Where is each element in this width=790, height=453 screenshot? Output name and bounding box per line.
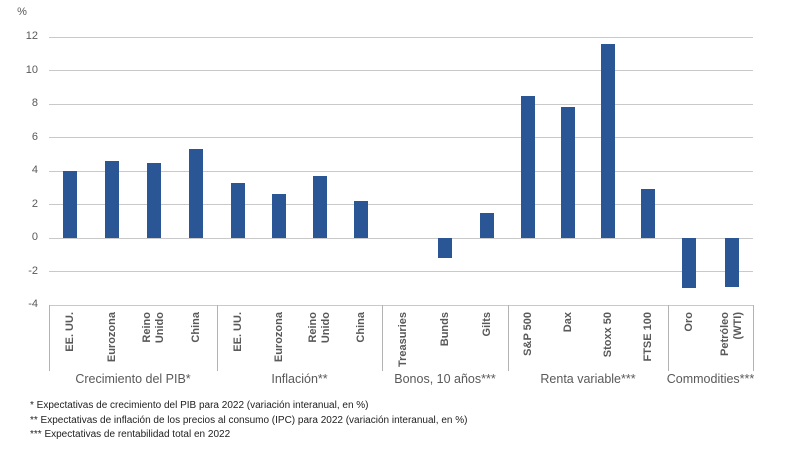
x-axis-label-line: Unido <box>154 312 166 344</box>
x-axis-label-eurozona: Eurozona <box>97 312 127 372</box>
gridline <box>49 36 753 38</box>
bar-gilts <box>480 212 494 238</box>
x-axis-label-line: Treasuries <box>396 312 409 368</box>
bar-china <box>189 149 203 238</box>
x-axis-label-ee-uu: EE. UU. <box>223 312 253 372</box>
y-axis-tick-label: -4 <box>28 298 38 310</box>
x-axis-label-reino-unido: Reino Unido <box>305 312 335 372</box>
x-axis-label-line: Eurozona <box>272 312 285 363</box>
y-axis-tick-label: 8 <box>31 97 38 109</box>
x-axis-label-line: FTSE 100 <box>641 312 654 362</box>
group-separator <box>752 305 754 371</box>
x-axis-label-ee-uu: EE. UU. <box>55 312 85 372</box>
y-axis-tick-label: 6 <box>31 130 38 143</box>
bar-oro <box>682 238 697 289</box>
group-label-bonos-10-a-os: Bonos, 10 años*** <box>394 372 496 386</box>
y-axis-tick-label: 10 <box>25 63 38 76</box>
x-axis-label-treasuries: Treasuries <box>388 312 418 372</box>
x-axis-label-line: EE. UU. <box>231 312 244 352</box>
x-axis-label-line: Eurozona <box>105 312 118 363</box>
gridline <box>49 103 753 105</box>
bar-s-p-500 <box>521 95 535 238</box>
group-separator <box>507 305 509 371</box>
x-axis-label-line: Petróleo <box>718 312 731 357</box>
group-separator <box>667 305 669 371</box>
bar-bunds <box>438 238 452 259</box>
x-axis-label-line: Gilts <box>480 312 493 337</box>
gridline <box>49 170 753 172</box>
x-axis-label-oro: Oro <box>674 312 704 372</box>
footnote-total-return: *** Expectativas de rentabilidad total e… <box>30 429 231 440</box>
x-axis-label-bunds: Bunds <box>430 312 460 372</box>
footnotes: * Expectativas de crecimiento del PIB pa… <box>30 399 467 443</box>
bar-eurozona <box>271 194 286 238</box>
bar-dax <box>561 107 575 238</box>
group-label-crecimiento-del-pib: Crecimiento del PIB* <box>75 372 191 386</box>
x-axis-label-line: Oro <box>682 312 695 332</box>
x-axis-label-petr-leo-wti: Petróleo (WTI) <box>717 312 747 372</box>
gridline <box>49 70 753 71</box>
x-axis-label-s-p-500: S&P 500 <box>513 312 543 372</box>
y-axis-unit-label: % <box>17 6 27 18</box>
x-axis-label-reino-unido: Reino Unido <box>139 312 169 372</box>
bar-reino-unido <box>147 162 161 238</box>
gridline <box>49 304 753 306</box>
x-axis-label-ftse-100: FTSE 100 <box>633 312 663 372</box>
bar-ee-uu <box>230 182 245 238</box>
x-axis-label-dax: Dax <box>553 312 583 372</box>
x-axis-label-china: China <box>181 312 211 372</box>
x-axis-label-line: EE. UU. <box>63 312 76 352</box>
y-axis-tick-label: 2 <box>31 197 38 210</box>
gridline <box>49 271 753 272</box>
footnote-inflation: ** Expectativas de inflación de los prec… <box>30 414 468 426</box>
y-axis-tick-label: 4 <box>31 164 38 176</box>
x-axis-label-line: (WTI) <box>731 312 744 340</box>
x-axis-label-line: Stoxx 50 <box>601 312 614 358</box>
x-axis-label-china: China <box>346 312 376 372</box>
gridline <box>49 204 753 205</box>
footnote-gdp: * Expectativas de crecimiento del PIB pa… <box>30 400 369 411</box>
bar-petr-leo-wti <box>724 238 739 287</box>
gridline <box>49 237 753 239</box>
group-label-renta-variable: Renta variable*** <box>540 372 636 386</box>
x-axis-label-gilts: Gilts <box>472 312 502 372</box>
x-axis-label-line: Reino <box>307 312 320 343</box>
x-axis-label-line: S&P 500 <box>521 312 534 356</box>
x-axis-label-line: China <box>354 312 367 343</box>
x-axis-label-line: Dax <box>561 312 574 333</box>
group-separator <box>48 305 50 371</box>
x-axis-label-stoxx-50: Stoxx 50 <box>593 312 623 372</box>
group-separator <box>216 305 218 371</box>
x-axis-label-line: China <box>189 312 202 343</box>
y-axis-tick-label: 12 <box>25 30 38 42</box>
bar-ftse-100 <box>641 189 655 238</box>
group-label-commodities: Commodities*** <box>666 372 755 386</box>
bar-reino-unido <box>313 176 328 238</box>
bar-china <box>354 201 369 238</box>
group-separator <box>381 305 383 371</box>
group-label-inflaci-n: Inflación** <box>271 372 328 386</box>
y-axis-tick-label: -2 <box>28 264 38 277</box>
y-axis-tick-label: 0 <box>31 231 38 243</box>
bar-stoxx-50 <box>601 43 615 238</box>
x-axis-label-line: Bunds <box>438 312 451 347</box>
bar-ee-uu <box>63 171 77 238</box>
bar-eurozona <box>105 160 119 238</box>
x-axis-label-eurozona: Eurozona <box>264 312 294 372</box>
gridline <box>49 137 753 138</box>
x-axis-label-line: Unido <box>320 312 333 344</box>
x-axis-label-line: Reino <box>141 312 153 343</box>
